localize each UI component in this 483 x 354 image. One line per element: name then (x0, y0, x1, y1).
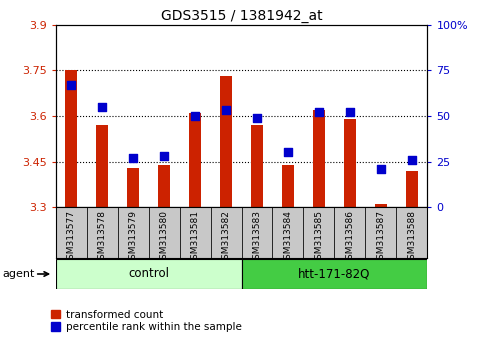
Text: GSM313581: GSM313581 (190, 210, 199, 265)
Bar (397, 207, 427, 258)
Bar (180, 207, 211, 258)
Point (253, 115, 261, 121)
Point (129, 155, 137, 161)
Point (222, 108, 230, 113)
Bar (86, 207, 117, 258)
Text: htt-171-82Q: htt-171-82Q (298, 268, 370, 280)
Text: GSM313579: GSM313579 (128, 210, 138, 265)
Point (191, 113, 199, 119)
Bar (313, 110, 325, 207)
Point (346, 109, 354, 115)
Bar (406, 171, 418, 207)
Text: GSM313583: GSM313583 (253, 210, 261, 265)
Bar (65, 70, 77, 207)
Bar (303, 207, 334, 258)
Bar (334, 207, 366, 258)
Text: GSM313582: GSM313582 (222, 210, 230, 264)
Bar (375, 204, 387, 207)
Bar (127, 167, 139, 207)
Text: GSM313588: GSM313588 (408, 210, 416, 265)
Bar (56, 259, 242, 289)
Text: GDS3515 / 1381942_at: GDS3515 / 1381942_at (161, 9, 322, 23)
Bar (242, 207, 272, 258)
Point (98, 104, 106, 110)
Legend: transformed count, percentile rank within the sample: transformed count, percentile rank withi… (51, 310, 242, 332)
Bar (242, 259, 427, 289)
Text: agent: agent (2, 269, 35, 279)
Bar (158, 165, 170, 207)
Text: GSM313578: GSM313578 (98, 210, 107, 265)
Bar (117, 207, 149, 258)
Point (377, 166, 385, 172)
Text: GSM313585: GSM313585 (314, 210, 324, 265)
Bar (251, 125, 263, 207)
Text: control: control (128, 268, 169, 280)
Bar (96, 125, 108, 207)
Text: GSM313587: GSM313587 (376, 210, 385, 265)
Text: GSM313584: GSM313584 (284, 210, 293, 264)
Text: GSM313580: GSM313580 (159, 210, 169, 265)
Bar (366, 207, 397, 258)
Point (315, 109, 323, 115)
Text: GSM313577: GSM313577 (67, 210, 75, 265)
Bar (149, 207, 180, 258)
Point (408, 157, 416, 162)
Bar (272, 207, 303, 258)
Text: GSM313586: GSM313586 (345, 210, 355, 265)
Bar (344, 119, 356, 207)
Bar (56, 207, 86, 258)
Bar (189, 113, 201, 207)
Point (160, 153, 168, 159)
Point (284, 150, 292, 155)
Bar (282, 165, 294, 207)
Point (67, 82, 75, 88)
Bar (220, 76, 232, 207)
Bar (211, 207, 242, 258)
